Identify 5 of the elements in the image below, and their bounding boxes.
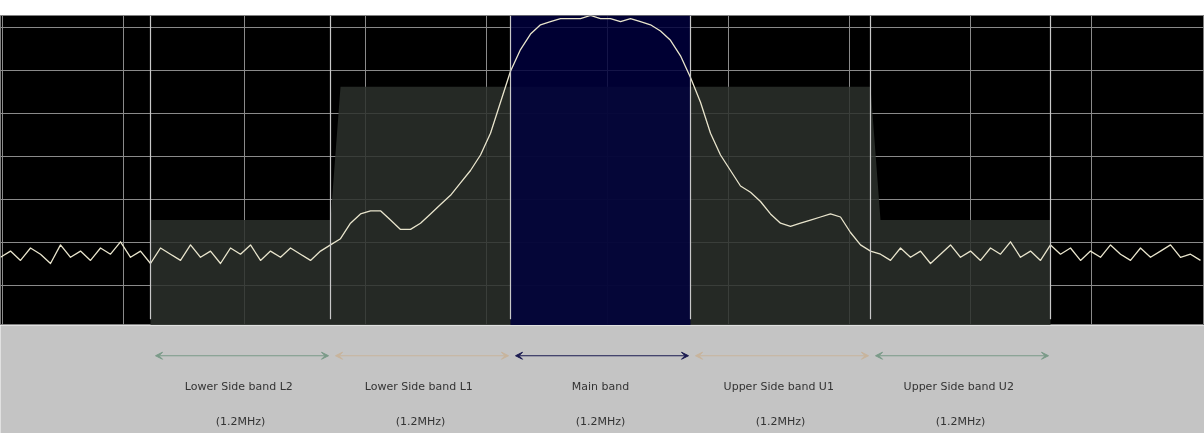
text: Lower Side band L1 (1.2MHz): [364, 379, 473, 428]
text: Lower Side band L2 (1.2MHz): [184, 379, 293, 428]
text: Upper Side band U1 (1.2MHz): [723, 379, 834, 428]
text: Upper Side band U2 (1.2MHz): [903, 379, 1014, 428]
text: Main band (1.2MHz): [571, 379, 630, 428]
